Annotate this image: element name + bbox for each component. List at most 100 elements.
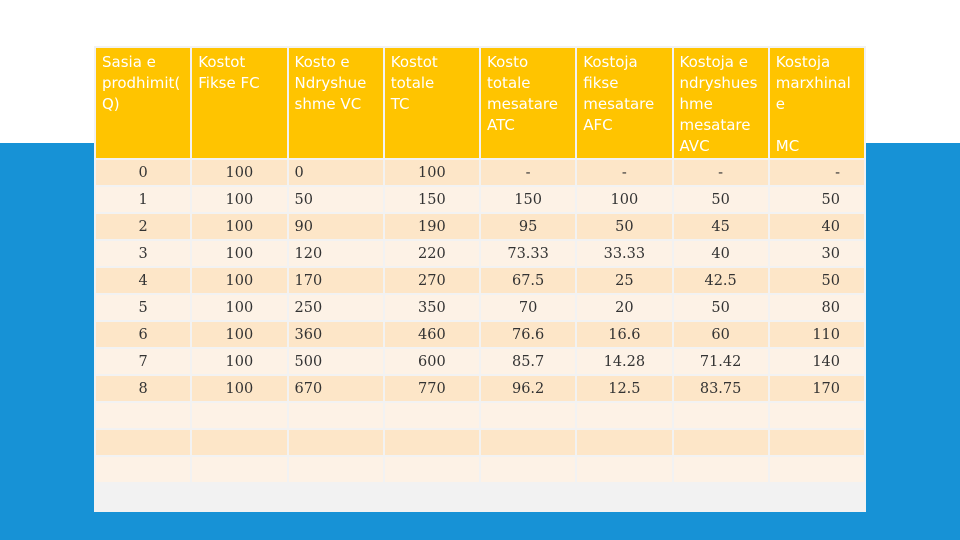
cell-atc (481, 403, 576, 428)
cell-variable-cost: 670 (288, 376, 383, 401)
cell-atc: 76.6 (481, 322, 576, 347)
cell-mc (769, 403, 864, 428)
cell-total-cost: 460 (384, 322, 479, 347)
cell-mc: 170 (769, 376, 864, 401)
cell-atc: 67.5 (481, 268, 576, 293)
header-quantity: Sasia e prodhimit( Q) (96, 48, 191, 158)
cell-atc (481, 430, 576, 455)
cell-quantity: 6 (96, 322, 191, 347)
table-row: 1 100 50 150 150 100 50 50 (96, 187, 864, 212)
cell-avc: 50 (673, 295, 768, 320)
header-average-fixed-cost: Kostoja fikse mesatare AFC (577, 48, 672, 158)
table-row: 5 100 250 350 70 20 50 80 (96, 295, 864, 320)
cell-total-cost (384, 430, 479, 455)
cell-mc: 50 (769, 187, 864, 212)
cell-fixed-cost: 100 (192, 160, 287, 185)
cell-atc: 96.2 (481, 376, 576, 401)
cell-quantity: 7 (96, 349, 191, 374)
cell-avc: 60 (673, 322, 768, 347)
cell-atc (481, 457, 576, 482)
header-row: Sasia e prodhimit( Q) Kostot Fikse FC Ko… (96, 48, 864, 158)
cell-mc (769, 457, 864, 482)
cell-fixed-cost: 100 (192, 214, 287, 239)
cell-mc: - (769, 160, 864, 185)
cell-afc (577, 403, 672, 428)
table-row: 6 100 360 460 76.6 16.6 60 110 (96, 322, 864, 347)
cell-total-cost: 150 (384, 187, 479, 212)
cell-avc: 42.5 (673, 268, 768, 293)
cell-fixed-cost: 100 (192, 322, 287, 347)
cell-total-cost: 100 (384, 160, 479, 185)
cell-quantity: 4 (96, 268, 191, 293)
cell-mc: 30 (769, 241, 864, 266)
table-row: 3 100 120 220 73.33 33.33 40 30 (96, 241, 864, 266)
cell-total-cost: 220 (384, 241, 479, 266)
header-variable-cost: Kosto e Ndryshue shme VC (288, 48, 383, 158)
cell-mc: 110 (769, 322, 864, 347)
cell-afc: 50 (577, 214, 672, 239)
cell-total-cost (384, 457, 479, 482)
cell-fixed-cost: 100 (192, 187, 287, 212)
cell-afc: 14.28 (577, 349, 672, 374)
table-row: 4 100 170 270 67.5 25 42.5 50 (96, 268, 864, 293)
cell-afc: 25 (577, 268, 672, 293)
cell-variable-cost (288, 403, 383, 428)
cell-fixed-cost (192, 430, 287, 455)
cell-mc: 140 (769, 349, 864, 374)
cell-total-cost: 190 (384, 214, 479, 239)
cell-quantity: 8 (96, 376, 191, 401)
header-marginal-cost: Kostoja marxhinal e MC (769, 48, 864, 158)
cell-total-cost: 350 (384, 295, 479, 320)
cell-avc: 50 (673, 187, 768, 212)
cell-avc (673, 430, 768, 455)
cell-avc (673, 403, 768, 428)
cell-atc: 95 (481, 214, 576, 239)
cell-atc: 73.33 (481, 241, 576, 266)
cell-fixed-cost: 100 (192, 268, 287, 293)
cell-quantity: 2 (96, 214, 191, 239)
table-row (96, 430, 864, 455)
cell-avc: 71.42 (673, 349, 768, 374)
cell-variable-cost: 0 (288, 160, 383, 185)
header-average-total-cost: Kosto totale mesatare ATC (481, 48, 576, 158)
cell-afc (577, 457, 672, 482)
cell-fixed-cost: 100 (192, 295, 287, 320)
table-row (96, 457, 864, 482)
cell-afc: 20 (577, 295, 672, 320)
cell-fixed-cost (192, 403, 287, 428)
cell-variable-cost: 360 (288, 322, 383, 347)
cell-variable-cost: 120 (288, 241, 383, 266)
table-row: 8 100 670 770 96.2 12.5 83.75 170 (96, 376, 864, 401)
cell-avc: 83.75 (673, 376, 768, 401)
cell-variable-cost: 50 (288, 187, 383, 212)
cell-quantity: 0 (96, 160, 191, 185)
cell-afc: 16.6 (577, 322, 672, 347)
cell-variable-cost: 500 (288, 349, 383, 374)
cell-mc (769, 430, 864, 455)
cell-fixed-cost: 100 (192, 349, 287, 374)
cell-variable-cost (288, 457, 383, 482)
cell-atc: 85.7 (481, 349, 576, 374)
cell-atc: - (481, 160, 576, 185)
cell-avc: - (673, 160, 768, 185)
cell-variable-cost: 90 (288, 214, 383, 239)
cell-atc: 150 (481, 187, 576, 212)
cell-total-cost (384, 403, 479, 428)
cell-afc (577, 430, 672, 455)
cell-fixed-cost (192, 457, 287, 482)
cell-avc: 45 (673, 214, 768, 239)
cell-quantity: 3 (96, 241, 191, 266)
cell-variable-cost: 170 (288, 268, 383, 293)
header-average-variable-cost: Kostoja e ndryshues hme mesatare AVC (673, 48, 768, 158)
cell-afc: - (577, 160, 672, 185)
cell-variable-cost (288, 430, 383, 455)
table-row: 2 100 90 190 95 50 45 40 (96, 214, 864, 239)
table-row: 0 100 0 100- - - - (96, 160, 864, 185)
cell-quantity (96, 403, 191, 428)
cell-quantity: 5 (96, 295, 191, 320)
cell-total-cost: 600 (384, 349, 479, 374)
header-fixed-cost: Kostot Fikse FC (192, 48, 287, 158)
table-row: 7 100 500 600 85.7 14.28 71.42 140 (96, 349, 864, 374)
cell-quantity (96, 457, 191, 482)
cell-mc: 80 (769, 295, 864, 320)
